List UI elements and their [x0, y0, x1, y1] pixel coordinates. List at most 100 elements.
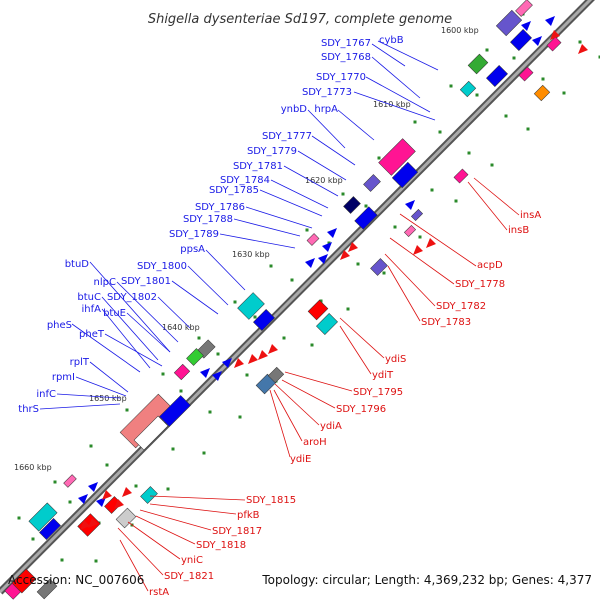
gene-label[interactable]: insB: [508, 225, 529, 236]
tick-dot: [202, 451, 206, 455]
gene-label[interactable]: btuD: [65, 259, 90, 270]
leader-line: [283, 165, 339, 197]
gene-label[interactable]: rplT: [70, 357, 90, 368]
gene-feature: [354, 206, 378, 230]
gene-label[interactable]: rpmI: [52, 372, 75, 383]
kbp-marker: 1600 kbp: [441, 26, 479, 35]
gene-label[interactable]: SDY_1781: [233, 161, 283, 172]
label-leaders: [39, 40, 520, 592]
gene-label[interactable]: ihfA: [82, 304, 102, 315]
gene-label[interactable]: thrS: [18, 404, 39, 415]
leader-line: [387, 265, 421, 322]
gene-label[interactable]: SDY_1785: [209, 185, 259, 196]
gene-features: [4, 0, 588, 600]
gene-label[interactable]: yniC: [181, 555, 203, 566]
gene-label[interactable]: ydiT: [372, 370, 394, 381]
gene-feature: [486, 65, 508, 87]
gene-label[interactable]: rstA: [149, 587, 169, 598]
gene-label[interactable]: SDY_1821: [164, 571, 214, 582]
gene-label[interactable]: SDY_1786: [195, 202, 245, 213]
gene-label[interactable]: SDY_1767: [321, 38, 371, 49]
gene-label[interactable]: ydiA: [320, 421, 342, 432]
gene-label[interactable]: SDY_1777: [262, 131, 312, 142]
gene-label[interactable]: SDY_1789: [169, 229, 219, 240]
gene-label[interactable]: SDY_1784: [220, 175, 270, 186]
tick-dot: [253, 315, 257, 319]
gene-arrow: [114, 499, 124, 509]
gene-label[interactable]: SDY_1768: [321, 52, 371, 63]
gene-label[interactable]: hrpA: [314, 104, 338, 115]
gene-label[interactable]: SDY_1818: [196, 540, 246, 551]
gene-label[interactable]: SDY_1788: [183, 214, 233, 225]
tick-dot: [31, 537, 35, 541]
gene-arrow: [212, 371, 222, 381]
tick-dot: [310, 343, 314, 347]
gene-feature: [267, 366, 285, 384]
gene-label[interactable]: aroH: [303, 437, 327, 448]
gene-arrow: [322, 242, 332, 252]
tick-dot: [598, 55, 600, 59]
tick-dot: [393, 225, 397, 229]
gene-label[interactable]: SDY_1779: [247, 146, 297, 157]
gene-label[interactable]: SDY_1817: [212, 526, 262, 537]
leader-line: [127, 521, 181, 560]
gene-arrow: [405, 200, 415, 210]
tick-dot: [238, 415, 242, 419]
gene-label[interactable]: acpD: [477, 260, 503, 271]
gene-label[interactable]: btuC: [77, 292, 101, 303]
gene-label[interactable]: infC: [36, 389, 56, 400]
leader-line: [473, 177, 520, 216]
leader-line: [274, 383, 320, 426]
forward-gene-labels: SDY_1767 cybB SDY_1768 SDY_1770 SDY_1773…: [18, 35, 403, 415]
gene-arrow: [122, 487, 132, 497]
leader-line: [101, 296, 159, 361]
gene-label[interactable]: pheT: [79, 329, 105, 340]
gene-label[interactable]: SDY_1783: [421, 317, 471, 328]
gene-label[interactable]: pheS: [47, 320, 72, 331]
gene-label[interactable]: pfkB: [237, 510, 260, 521]
gene-label[interactable]: ynbD: [281, 104, 308, 115]
kbp-marker: 1620 kbp: [305, 176, 343, 185]
gene-label[interactable]: SDY_1801: [121, 276, 171, 287]
gene-arrow: [532, 36, 542, 46]
gene-feature: [307, 299, 329, 321]
gene-arrow: [234, 358, 244, 368]
gene-label[interactable]: cybB: [379, 35, 404, 46]
gene-label[interactable]: SDY_1795: [353, 387, 403, 398]
tick-dot: [105, 463, 109, 467]
tick-dot: [166, 487, 170, 491]
leader-line: [104, 333, 163, 367]
gene-arrow: [222, 358, 232, 368]
gene-label[interactable]: SDY_1815: [246, 495, 296, 506]
gene-label[interactable]: SDY_1802: [107, 292, 157, 303]
gene-feature: [306, 233, 320, 246]
gene-feature: [453, 168, 469, 184]
leader-line: [270, 179, 329, 209]
gene-label[interactable]: ydiE: [290, 454, 311, 465]
gene-label[interactable]: insA: [520, 210, 541, 221]
leader-line: [233, 218, 301, 237]
gene-label[interactable]: SDY_1782: [436, 301, 486, 312]
gene-label[interactable]: SDY_1796: [336, 404, 386, 415]
gene-arrow: [96, 497, 106, 507]
tick-dot: [282, 336, 286, 340]
gene-label[interactable]: btuE: [103, 308, 126, 319]
gene-label[interactable]: SDY_1770: [316, 72, 366, 83]
gene-label[interactable]: SDY_1800: [137, 261, 187, 272]
gene-feature: [518, 66, 534, 82]
gene-arrow: [88, 518, 98, 528]
leader-line: [39, 403, 121, 410]
gene-label[interactable]: SDY_1778: [455, 279, 505, 290]
gene-label[interactable]: SDY_1773: [302, 87, 352, 98]
gene-label[interactable]: ppsA: [180, 244, 205, 255]
leader-line: [139, 509, 212, 531]
gene-label[interactable]: nlpC: [94, 277, 116, 288]
kbp-marker: 1660 kbp: [14, 463, 52, 472]
tick-dot: [413, 120, 417, 124]
leader-line: [157, 296, 191, 329]
gene-label[interactable]: ydiS: [385, 354, 406, 365]
leader-line: [269, 389, 291, 458]
gene-arrow: [305, 258, 315, 268]
kbp-marker: 1630 kbp: [232, 250, 270, 259]
